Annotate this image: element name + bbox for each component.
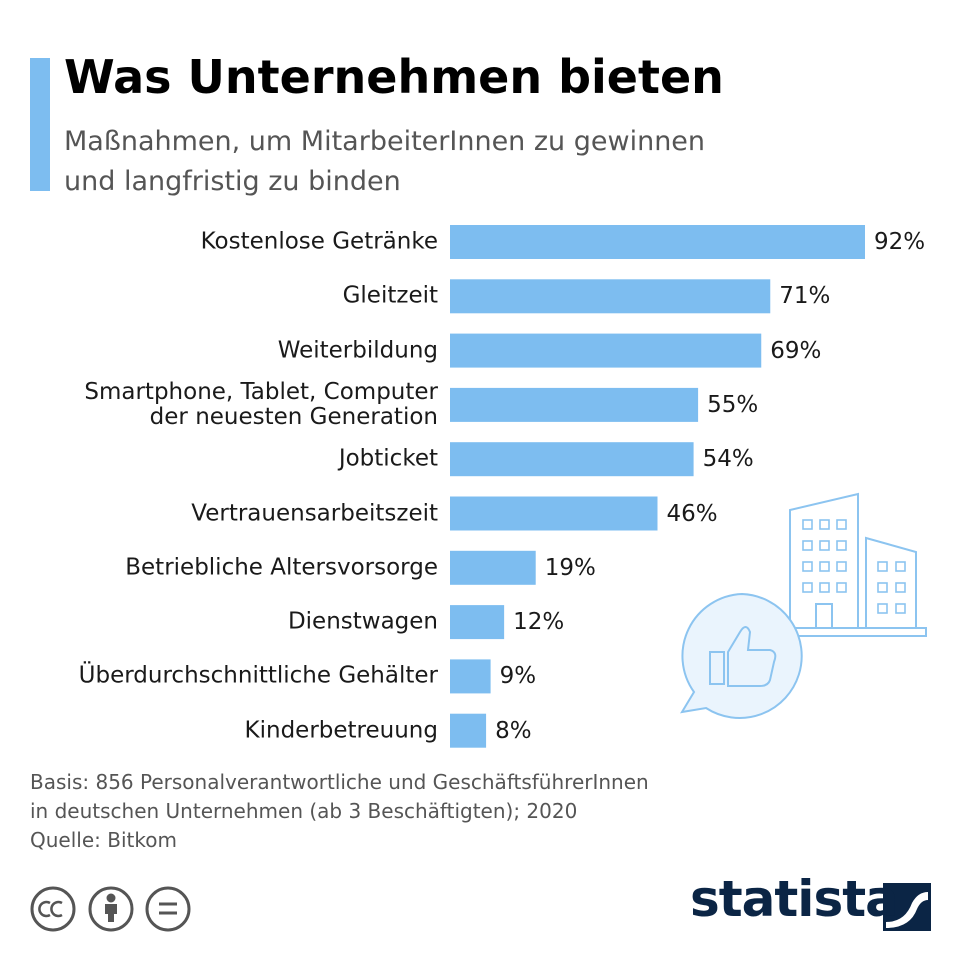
bar xyxy=(450,333,762,368)
category-label: Smartphone, Tablet, Computer der neueste… xyxy=(84,378,438,430)
bar xyxy=(450,496,658,531)
logo-mark xyxy=(883,883,931,931)
value-label: 69% xyxy=(770,337,822,364)
category-label: Vertrauensarbeitszeit xyxy=(191,500,438,526)
source: Quelle: Bitkom xyxy=(30,828,177,852)
bar xyxy=(450,442,694,477)
value-label: 71% xyxy=(779,283,831,310)
bar xyxy=(450,279,771,314)
value-label: 54% xyxy=(702,446,754,473)
accent-bar xyxy=(30,58,50,191)
bar xyxy=(450,659,491,694)
license-icons xyxy=(30,886,191,932)
category-label: Kostenlose Getränke xyxy=(200,228,438,255)
value-label: 92% xyxy=(874,229,926,255)
bar xyxy=(450,225,865,259)
logo: statista xyxy=(690,870,899,928)
category-label: Dienstwagen xyxy=(287,608,438,635)
category-label: Kinderbetreuung xyxy=(244,717,438,744)
decor-thumb xyxy=(680,592,803,719)
value-label: 12% xyxy=(513,609,565,636)
category-label: Gleitzeit xyxy=(342,282,438,309)
bar xyxy=(450,605,505,640)
chart-subtitle: Maßnahmen, um MitarbeiterInnen zu gewinn… xyxy=(64,126,706,197)
note: Basis: 856 Personalverantwortliche und G… xyxy=(30,770,649,823)
value-label: 8% xyxy=(495,717,532,744)
category-label: Betriebliche Altersvorsorge xyxy=(125,554,438,581)
decor-buildings xyxy=(779,492,927,637)
chart-title: Was Unternehmen bieten xyxy=(64,50,724,104)
value-label: 9% xyxy=(499,663,537,690)
value-label: 55% xyxy=(707,391,759,418)
category-label: Überdurchschnittliche Gehälter xyxy=(78,662,438,689)
bar xyxy=(450,387,699,422)
value-label: 46% xyxy=(666,500,718,527)
bar xyxy=(450,550,536,585)
value-label: 19% xyxy=(544,554,596,581)
category-label: Jobticket xyxy=(338,445,438,472)
category-label: Weiterbildung xyxy=(277,337,438,364)
bar xyxy=(450,713,487,748)
